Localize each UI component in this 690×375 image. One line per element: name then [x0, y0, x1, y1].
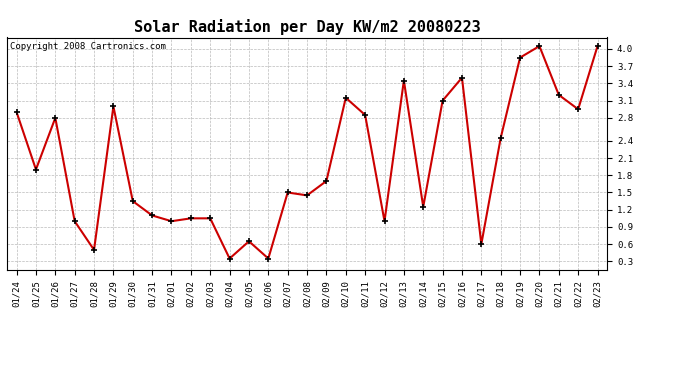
Title: Solar Radiation per Day KW/m2 20080223: Solar Radiation per Day KW/m2 20080223 — [134, 19, 480, 35]
Text: Copyright 2008 Cartronics.com: Copyright 2008 Cartronics.com — [10, 42, 166, 51]
